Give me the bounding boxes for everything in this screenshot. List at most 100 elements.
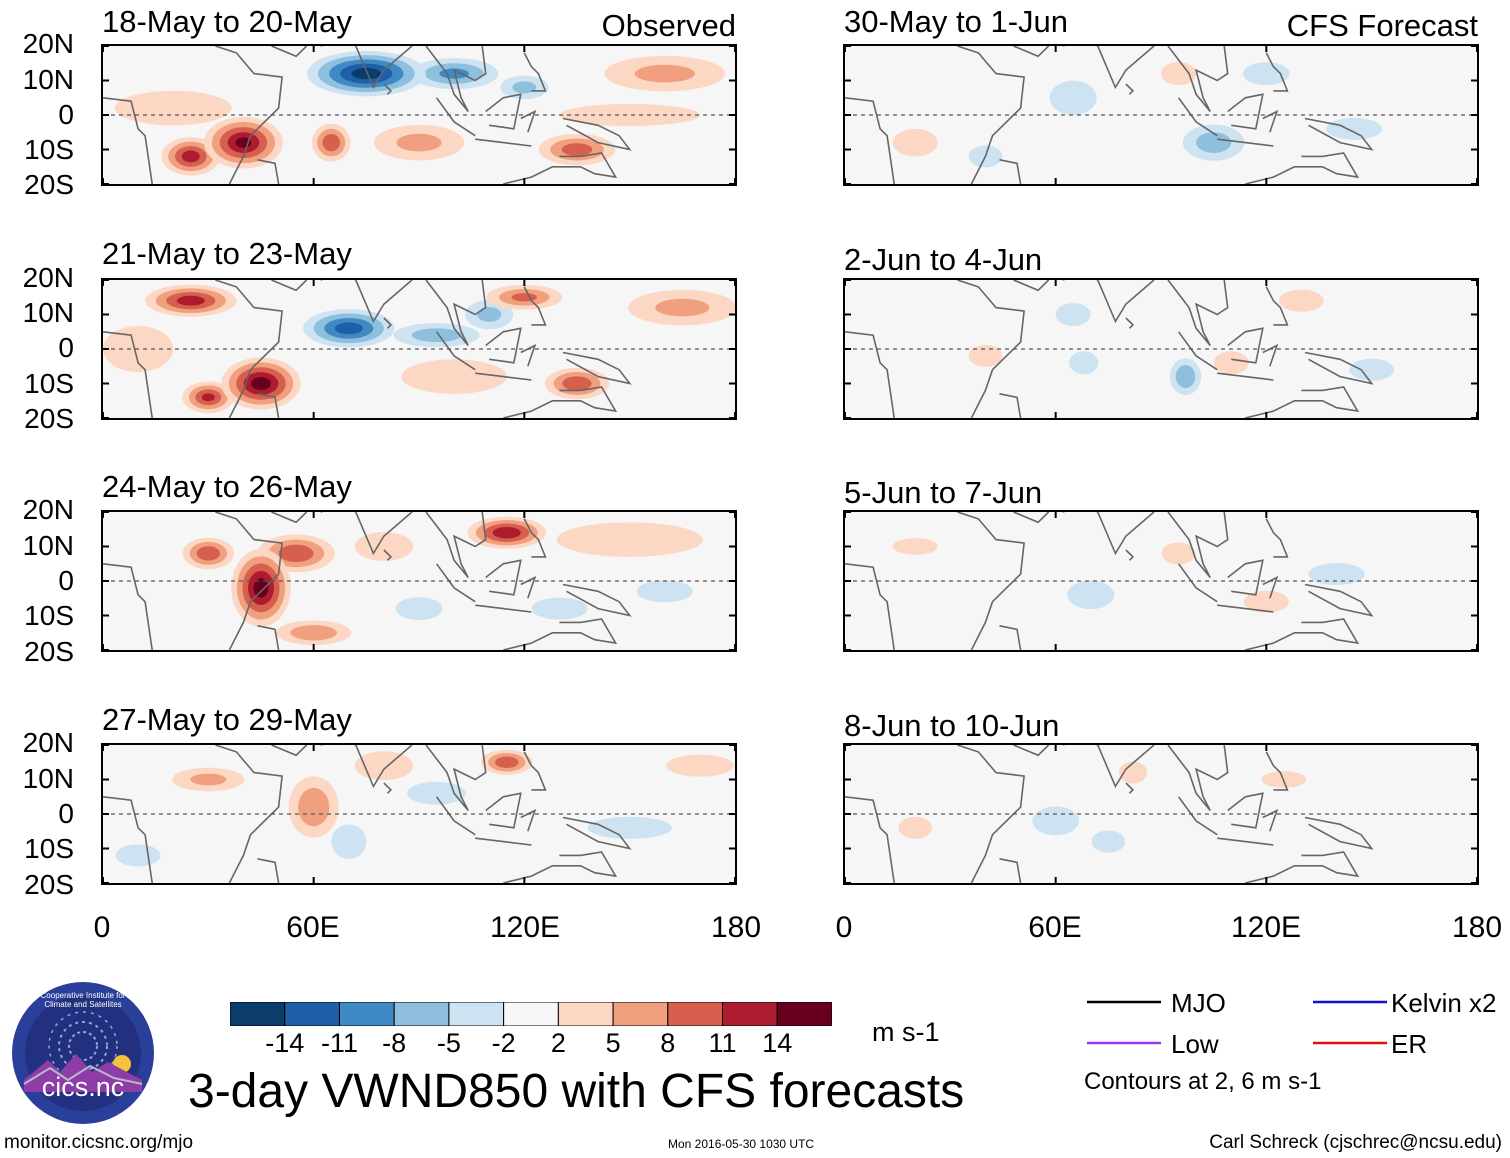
coastline bbox=[257, 393, 280, 418]
map-panel-obs-4 bbox=[101, 743, 737, 885]
panel-title-fc-4: 8-Jun to 10-Jun bbox=[844, 708, 1060, 743]
lon-label-left: 60E bbox=[286, 911, 340, 944]
map-heatmap bbox=[845, 280, 1477, 418]
coastline bbox=[103, 796, 153, 883]
logo-ring-text: Cooperative Institute for Climate and Sa… bbox=[40, 991, 126, 1009]
coastline bbox=[1125, 549, 1135, 561]
anomaly-blob bbox=[354, 532, 414, 561]
coastline bbox=[383, 782, 393, 794]
colorbar-tick-label: 11 bbox=[708, 1028, 737, 1058]
legend-lines bbox=[1087, 1000, 1387, 1045]
coastline bbox=[215, 280, 283, 418]
coastline bbox=[257, 625, 280, 650]
legend-label-kelvin: Kelvin x2 bbox=[1391, 988, 1497, 1018]
anomaly-blob bbox=[1175, 365, 1196, 389]
coastline bbox=[475, 604, 532, 613]
anomaly-blob bbox=[634, 64, 695, 83]
lat-label: 10N bbox=[22, 297, 74, 328]
map-panel-obs-1 bbox=[101, 44, 737, 186]
coastline bbox=[271, 512, 308, 524]
anomaly-blob bbox=[556, 522, 703, 557]
colorbar-swatch bbox=[284, 1001, 340, 1027]
lon-label-right: 60E bbox=[1028, 911, 1082, 944]
anomaly-blob bbox=[278, 544, 314, 563]
anomaly-blob bbox=[396, 133, 442, 152]
footer-timestamp: Mon 2016-05-30 1030 UTC bbox=[668, 1137, 815, 1151]
anomaly-blob bbox=[1308, 563, 1365, 586]
anomaly-blob bbox=[1326, 117, 1383, 140]
footer-credit: Carl Schreck (cjschrec@ncsu.edu) bbox=[1209, 1132, 1502, 1153]
coastline bbox=[845, 97, 895, 184]
coastline bbox=[1177, 796, 1218, 836]
map-heatmap bbox=[103, 512, 735, 650]
coastline bbox=[1304, 117, 1374, 151]
colorbar-swatch bbox=[722, 1001, 778, 1027]
anomaly-blob bbox=[1243, 590, 1289, 613]
anomaly-blob bbox=[253, 578, 269, 598]
coastline bbox=[435, 563, 476, 603]
coastline bbox=[103, 97, 153, 184]
legend-label-mjo: MJO bbox=[1171, 988, 1226, 1018]
lat-label: 20S bbox=[24, 169, 74, 200]
anomaly-blob bbox=[1067, 580, 1115, 610]
coastline bbox=[485, 93, 522, 130]
coastline bbox=[1125, 83, 1135, 95]
coastline bbox=[1125, 317, 1135, 329]
coastline bbox=[1265, 52, 1289, 92]
coastline bbox=[999, 393, 1022, 418]
lat-label: 10N bbox=[22, 530, 74, 561]
anomaly-blob bbox=[411, 328, 462, 343]
coastline bbox=[215, 46, 283, 184]
anomaly-blob bbox=[1032, 806, 1080, 836]
colorbar-tick-label: 8 bbox=[660, 1028, 676, 1058]
coastline bbox=[1245, 152, 1360, 184]
anomaly-blob bbox=[331, 824, 367, 859]
anomaly-blob bbox=[351, 67, 382, 80]
anomaly-blob bbox=[636, 580, 693, 603]
coastline bbox=[257, 858, 280, 883]
map-panel-obs-3 bbox=[101, 510, 737, 652]
coastline bbox=[957, 512, 1025, 650]
coastline bbox=[1062, 512, 1155, 556]
lat-label: 20N bbox=[22, 28, 74, 59]
colorbar-units: m s-1 bbox=[872, 1017, 940, 1047]
coastline bbox=[1227, 327, 1264, 364]
coastline bbox=[425, 512, 487, 579]
anomaly-blob bbox=[511, 293, 537, 302]
coastline bbox=[383, 83, 393, 95]
coastline bbox=[999, 625, 1022, 650]
coastline bbox=[1265, 518, 1289, 558]
colorbar-tick-label: 2 bbox=[550, 1028, 566, 1058]
map-panel-fc-4 bbox=[843, 743, 1479, 885]
coastline bbox=[1062, 280, 1155, 324]
lat-label: 20S bbox=[24, 869, 74, 900]
observed-label: Observed bbox=[601, 8, 736, 43]
coastline bbox=[435, 97, 476, 137]
coastline bbox=[562, 583, 632, 617]
coastline bbox=[1262, 109, 1279, 133]
colorbar bbox=[229, 1001, 833, 1027]
footer-url: monitor.cicsnc.org/mjo bbox=[4, 1132, 194, 1153]
lon-label-right: 0 bbox=[835, 911, 853, 944]
coastline bbox=[257, 159, 280, 184]
coastline bbox=[845, 563, 895, 650]
lat-label: 10N bbox=[22, 64, 74, 95]
anomaly-blob bbox=[1242, 62, 1290, 86]
coastline bbox=[1177, 563, 1218, 603]
coastline bbox=[1245, 386, 1360, 418]
coastline bbox=[523, 52, 547, 92]
colorbar-tick-label: 5 bbox=[605, 1028, 621, 1058]
anomaly-blob bbox=[1349, 358, 1395, 381]
anomaly-blob bbox=[1091, 830, 1126, 853]
coastline bbox=[425, 745, 487, 812]
coastline bbox=[215, 745, 283, 883]
anomaly-blob bbox=[1069, 351, 1099, 375]
coastline bbox=[520, 343, 537, 367]
coastline bbox=[999, 858, 1022, 883]
coastline bbox=[845, 796, 895, 883]
anomaly-blob bbox=[492, 526, 521, 539]
anomaly-blob bbox=[1118, 761, 1147, 784]
coastline bbox=[562, 816, 632, 850]
anomaly-blob bbox=[298, 787, 330, 827]
colorbar-swatch bbox=[229, 1001, 286, 1027]
